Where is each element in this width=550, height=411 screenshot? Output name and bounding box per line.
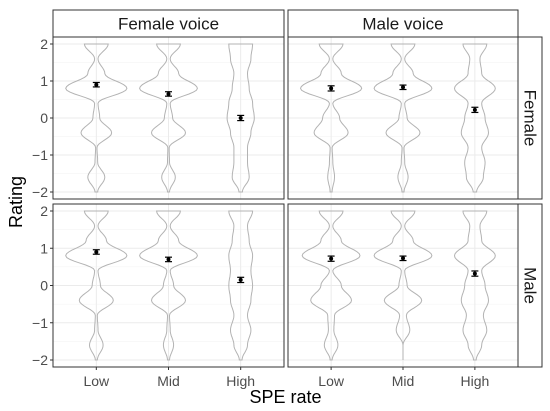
mean-point — [329, 86, 334, 91]
y-axis-title: Rating — [6, 176, 26, 228]
y-tick-label: 1 — [40, 240, 48, 256]
facet-strip-col — [287, 9, 519, 38]
facet-col-label: Male voice — [362, 15, 443, 34]
violin-shape — [139, 43, 198, 193]
panel-border — [287, 36, 519, 200]
mean-point — [94, 82, 99, 87]
y-tick-label: −1 — [32, 315, 48, 331]
mean-point — [166, 257, 171, 262]
facet-row-label: Female — [521, 90, 540, 147]
violin-shape — [228, 210, 254, 361]
mean-point — [329, 256, 334, 261]
x-tick-label: Mid — [157, 373, 180, 389]
x-tick-label: High — [460, 373, 489, 389]
violin-shape — [301, 210, 361, 361]
violin-shape — [65, 210, 128, 361]
y-tick-label: 0 — [40, 278, 48, 294]
x-tick-label: Low — [318, 373, 345, 389]
y-tick-label: 2 — [40, 203, 48, 219]
facet-col-label: Female voice — [118, 15, 219, 34]
facet-strip-row — [517, 203, 543, 368]
mean-point — [94, 249, 99, 254]
x-axis-title: SPE rate — [249, 387, 321, 407]
y-tick-label: 1 — [40, 73, 48, 89]
panel: −2 −1 0 1 2 — [32, 36, 285, 200]
panel: Low Mid High — [287, 203, 519, 389]
violin-shape — [373, 43, 433, 193]
panels-layer: Female voice Male voiceFemaleMale−2−1012−… — [32, 9, 543, 389]
mean-point — [238, 277, 243, 282]
y-tick-label: −2 — [32, 352, 48, 368]
violin-shape — [139, 210, 198, 361]
violin-shape — [453, 43, 496, 193]
x-tick-label: High — [226, 373, 255, 389]
panel — [287, 36, 519, 200]
violin-shape — [453, 210, 496, 361]
facet-strip-row — [517, 36, 543, 200]
x-tick-label: Mid — [392, 373, 415, 389]
mean-point — [166, 91, 171, 96]
mean-point — [238, 116, 243, 120]
violin-shape — [373, 210, 433, 360]
facet-strip-col — [52, 9, 285, 38]
y-tick-label: −2 — [32, 184, 48, 200]
violin-shape — [65, 43, 128, 193]
violin-shape — [226, 43, 255, 193]
x-tick-label: Low — [83, 373, 110, 389]
y-tick-label: −1 — [32, 147, 48, 163]
panel: −2 −1 0 1 2 Low Mid High — [32, 203, 285, 389]
y-tick-label: 2 — [40, 36, 48, 52]
facet-row-label: Male — [521, 267, 540, 304]
y-tick-label: 0 — [40, 110, 48, 126]
violin-shape — [299, 43, 363, 193]
mean-point — [401, 256, 405, 261]
mean-point — [472, 107, 477, 112]
mean-point — [472, 271, 477, 276]
mean-point — [401, 85, 405, 90]
